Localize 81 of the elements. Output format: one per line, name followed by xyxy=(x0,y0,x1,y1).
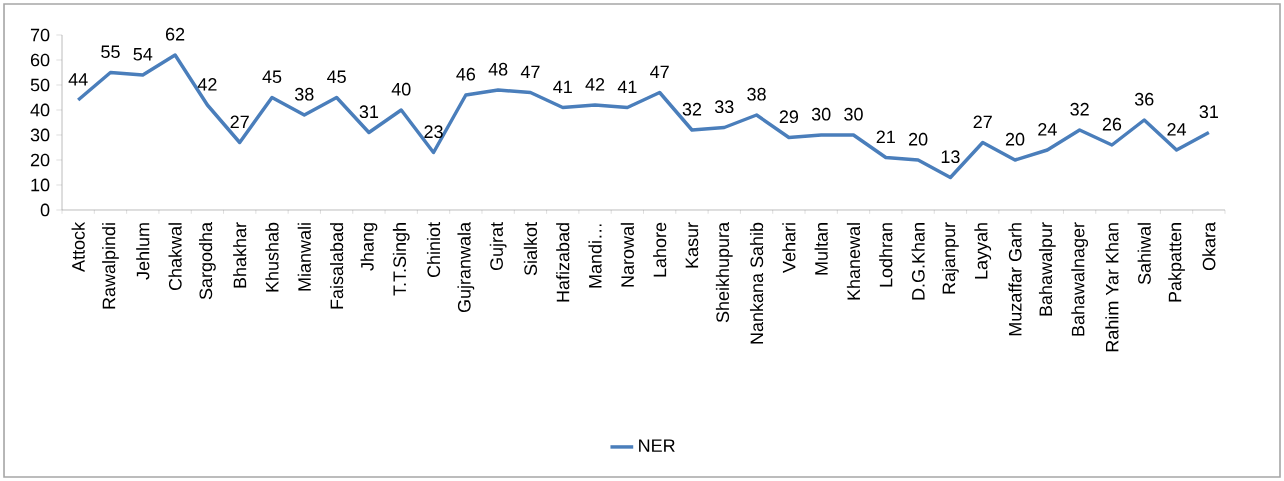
data-label: 21 xyxy=(876,130,895,144)
x-tick-label: Gujrat xyxy=(489,222,507,271)
data-label: 20 xyxy=(908,132,928,146)
y-tick-label: 50 xyxy=(30,78,50,92)
x-tick-label: Chakwal xyxy=(168,223,182,291)
x-tick-label: Jehlum xyxy=(136,223,150,280)
data-label: 36 xyxy=(1134,92,1154,106)
data-label: 62 xyxy=(165,27,185,41)
data-label: 20 xyxy=(1005,132,1025,146)
data-label: 42 xyxy=(197,78,217,91)
x-tick-label: Rajanpur xyxy=(942,222,959,294)
x-tick-label: Okara xyxy=(1202,221,1216,271)
x-tick-label: Mianwali xyxy=(297,223,311,291)
x-tick-label: Sahiwal xyxy=(1137,223,1151,285)
x-tick-label: Sheikhupura xyxy=(715,221,733,323)
data-label: 31 xyxy=(359,105,379,119)
x-tick-label: Bahawalpur xyxy=(1038,222,1056,316)
data-label: 13 xyxy=(941,150,960,164)
data-label: 54 xyxy=(133,48,153,61)
y-tick-label: 0 xyxy=(40,203,50,217)
data-label: 44 xyxy=(68,73,88,86)
data-label: 42 xyxy=(585,78,605,91)
x-tick-label: Kasur xyxy=(685,222,699,268)
data-label: 41 xyxy=(617,80,637,94)
data-label: 31 xyxy=(1199,105,1218,119)
x-tick-label: T.T.Singh xyxy=(392,223,410,296)
x-tick-label: Khanewal xyxy=(846,223,861,300)
x-tick-label: Sialkot xyxy=(523,222,538,276)
data-label: 24 xyxy=(1167,123,1187,136)
x-tick-label: Mandi… xyxy=(588,224,602,288)
x-tick-label: Khushab xyxy=(265,222,279,292)
data-label: 47 xyxy=(520,65,540,79)
data-label: 26 xyxy=(1102,117,1122,131)
x-tick-label: Attock xyxy=(71,221,85,272)
y-tick-label: 10 xyxy=(31,178,50,192)
x-tick-label: Rahim Yar Khan xyxy=(1105,223,1119,352)
x-tick-label: Jhang xyxy=(360,223,378,271)
y-tick-label: 20 xyxy=(30,153,50,167)
data-label: 30 xyxy=(811,107,831,121)
y-tick-label: 70 xyxy=(30,28,50,42)
x-tick-label: Nankana Sahib xyxy=(749,222,764,344)
x-tick-label: Narowal xyxy=(620,223,634,287)
y-tick-label: 30 xyxy=(30,128,50,142)
data-label: 32 xyxy=(1070,102,1089,116)
x-tick-label: Vehari xyxy=(782,223,796,273)
data-label: 24 xyxy=(1038,123,1057,136)
data-label: 45 xyxy=(327,70,346,84)
data-label: 29 xyxy=(779,110,799,124)
x-tick-label: Rawalpindi xyxy=(102,223,119,309)
x-tick-label: Bahawalnager xyxy=(1071,222,1089,336)
x-tick-label: Faisalabad xyxy=(329,223,344,309)
x-tick-label: Lahore xyxy=(653,222,667,277)
x-tick-label: Layyah xyxy=(974,223,992,279)
legend-label: NER xyxy=(639,439,675,452)
data-label: 23 xyxy=(424,125,443,139)
y-tick-label: 60 xyxy=(30,53,50,67)
x-tick-label: Gujranwala xyxy=(457,221,475,313)
data-label: 38 xyxy=(747,87,766,101)
x-tick-label: Pakpatten xyxy=(1168,223,1185,302)
x-tick-label: Multan xyxy=(814,223,828,275)
data-label: 30 xyxy=(844,107,863,121)
data-label: 48 xyxy=(488,62,508,76)
data-label: 27 xyxy=(973,115,992,129)
data-label: 41 xyxy=(553,80,572,94)
data-label: 38 xyxy=(294,87,314,101)
x-tick-label: Chiniot xyxy=(426,222,441,278)
x-tick-label: D.G.Khan xyxy=(911,223,925,300)
x-tick-label: Muzaffar Garh xyxy=(1008,223,1022,336)
x-tick-label: Hafizabad xyxy=(556,223,570,302)
data-label: 27 xyxy=(230,115,249,129)
data-label: 55 xyxy=(101,45,120,59)
data-label: 40 xyxy=(391,82,411,96)
x-tick-label: Lodhran xyxy=(879,223,893,287)
data-label: 33 xyxy=(714,100,734,114)
x-tick-label: Sargodha xyxy=(199,221,216,300)
data-label: 47 xyxy=(650,65,669,79)
x-tick-label: Bhakhar xyxy=(233,222,247,288)
data-label: 46 xyxy=(456,67,476,81)
data-label: 45 xyxy=(262,70,282,84)
data-label: 32 xyxy=(682,102,702,116)
y-tick-label: 40 xyxy=(30,103,50,117)
